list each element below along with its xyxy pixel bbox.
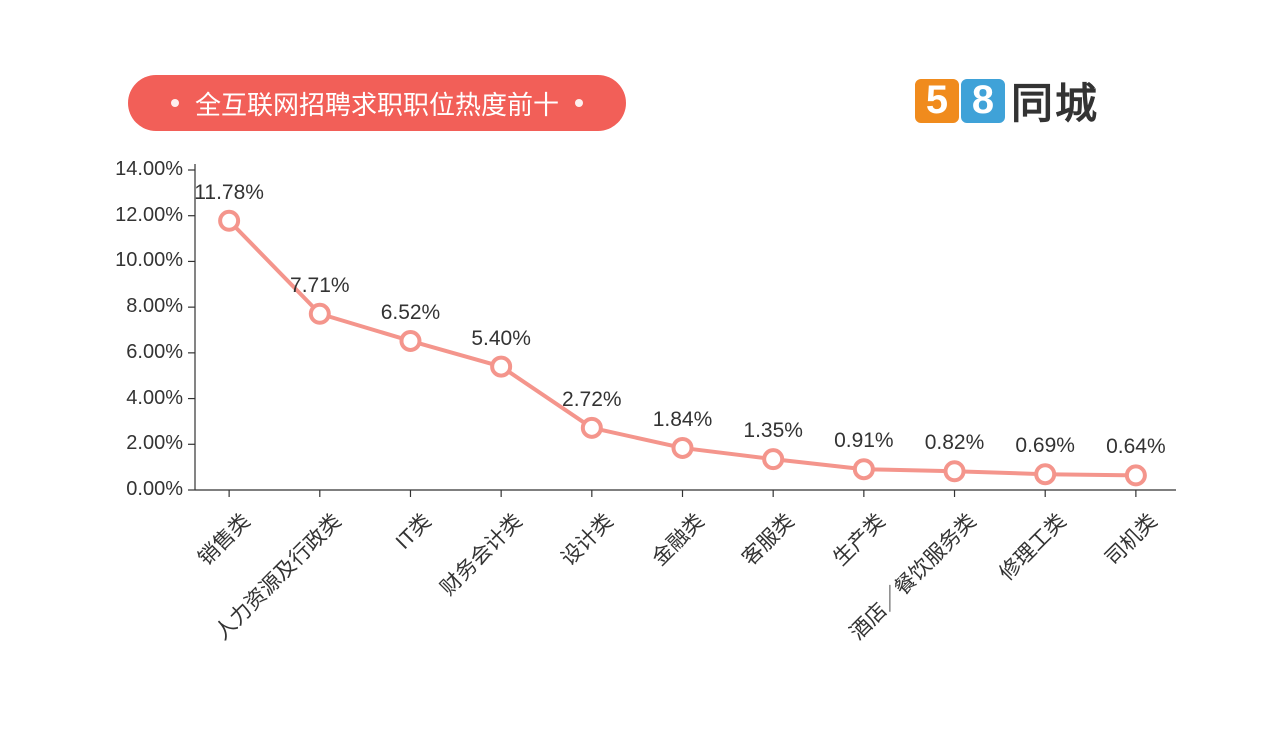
- data-point-label: 1.35%: [723, 419, 823, 443]
- y-tick-label: 12.00%: [63, 204, 183, 227]
- y-tick-label: 10.00%: [63, 249, 183, 272]
- y-tick-label: 6.00%: [63, 341, 183, 364]
- y-tick-label: 14.00%: [63, 158, 183, 181]
- line-chart: [0, 0, 1270, 736]
- y-tick-label: 0.00%: [63, 478, 183, 501]
- y-tick-label: 2.00%: [63, 432, 183, 455]
- data-point-label: 0.64%: [1086, 435, 1186, 459]
- data-point-label: 0.91%: [814, 429, 914, 453]
- data-point-label: 5.40%: [451, 327, 551, 351]
- y-tick-label: 8.00%: [63, 295, 183, 318]
- data-point-label: 0.69%: [995, 434, 1095, 458]
- data-point-label: 6.52%: [360, 301, 460, 325]
- data-point-label: 1.84%: [633, 408, 733, 432]
- data-point-label: 7.71%: [270, 274, 370, 298]
- data-point-label: 2.72%: [542, 388, 642, 412]
- data-point-label: 0.82%: [905, 431, 1005, 455]
- data-point-label: 11.78%: [179, 181, 279, 205]
- y-tick-label: 4.00%: [63, 387, 183, 410]
